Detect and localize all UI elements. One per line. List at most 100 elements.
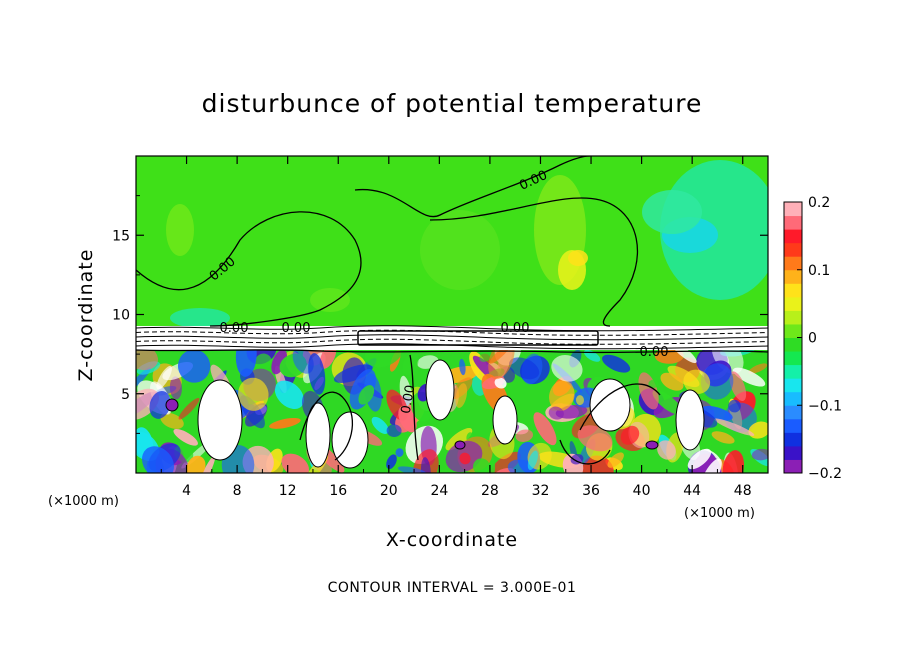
x-unit-left: (×1000 m): [48, 494, 119, 509]
turbulent-eddy: [660, 372, 684, 391]
x-tick-label: 44: [683, 483, 701, 499]
chart-title: disturbunce of potential temperature: [202, 89, 703, 118]
colorbar: 0.2 0.1 0 −0.1 −0.2: [783, 195, 842, 482]
contour-interval-note: CONTOUR INTERVAL = 3.000E-01: [328, 580, 577, 596]
turbulent-eddy: [527, 450, 538, 470]
contour-line: [136, 211, 362, 327]
field-blob: [420, 210, 500, 290]
turbulent-eddy: [196, 455, 216, 473]
colorbar-swatch: [784, 445, 802, 460]
turbulent-eddy: [729, 371, 747, 402]
band-contour: [136, 329, 768, 336]
contour-label: 0.00: [501, 321, 530, 336]
colorbar-swatch: [784, 202, 802, 217]
turbulent-eddy: [700, 363, 734, 400]
turbulent-eddy: [711, 431, 735, 444]
field-blob: [310, 288, 350, 312]
turbulent-eddy: [728, 399, 741, 413]
contour-line: [299, 391, 354, 461]
x-tick-label: 12: [279, 483, 297, 499]
contour-line: [579, 383, 661, 431]
y-tick-label: 5: [121, 387, 130, 403]
turbulent-eddy: [570, 453, 584, 465]
band-inner-box: [357, 330, 599, 346]
colorbar-tick-label: 0.2: [808, 195, 830, 211]
turbulent-eddy: [473, 458, 490, 473]
x-axis-ticks: 4 8 12 16 20 24 28 32 36 40 44 48: [160, 156, 752, 499]
turbulent-eddy: [386, 424, 402, 438]
white-eddy: [492, 395, 518, 445]
turbulent-eddy: [671, 348, 697, 364]
colorbar-swatch: [784, 364, 802, 379]
turbulent-eddy: [160, 412, 184, 429]
contour-label: 0.00: [399, 384, 419, 415]
turbulent-eddy: [687, 448, 712, 470]
turbulent-eddy: [397, 466, 427, 473]
colorbar-swatch: [784, 323, 802, 338]
x-tick-label: 4: [182, 483, 191, 499]
x-unit-right: (×1000 m): [684, 506, 755, 521]
x-tick-label: 20: [380, 483, 398, 499]
purple-eddy: [454, 440, 466, 450]
contour-line: [354, 156, 591, 218]
inversion-band: [136, 325, 768, 350]
colorbar-swatch: [784, 337, 802, 352]
turbulent-eddy: [648, 379, 659, 389]
turbulent-eddy: [136, 388, 160, 420]
turbulent-eddy: [607, 452, 624, 468]
turbulent-eddy: [577, 425, 613, 452]
colorbar-swatch: [784, 256, 802, 271]
x-tick-label: 48: [734, 483, 752, 499]
colorbar-swatch: [784, 296, 802, 311]
colorbar-swatch: [784, 229, 802, 244]
white-eddy: [305, 402, 331, 468]
turbulent-eddy: [582, 455, 614, 473]
colorbar-swatch: [784, 351, 802, 366]
colorbar-swatch: [784, 378, 802, 393]
turbulent-eddy: [358, 385, 375, 405]
colorbar-swatch: [784, 269, 802, 284]
y-axis-ticks: 5 10 15: [112, 195, 768, 434]
colorbar-swatch: [784, 405, 802, 420]
turbulent-eddy: [575, 395, 585, 406]
field-blob: [642, 190, 702, 234]
turbulent-eddy: [701, 405, 733, 421]
contour-line: [409, 354, 419, 461]
turbulent-eddy: [169, 376, 182, 400]
turbulent-eddy: [173, 428, 198, 446]
colorbar-swatch: [784, 283, 802, 298]
lower-turbulent-field: [136, 348, 768, 473]
white-eddy: [197, 379, 243, 461]
band-contour: [136, 343, 768, 350]
turbulent-eddy: [333, 364, 373, 383]
turbulent-eddy: [700, 458, 722, 473]
turbulent-eddy: [479, 348, 496, 362]
colorbar-swatch: [784, 418, 802, 433]
turbulent-eddy: [551, 354, 583, 382]
turbulent-eddy: [238, 377, 269, 411]
turbulent-eddy: [149, 390, 171, 419]
turbulent-eddy: [455, 383, 468, 408]
upper-field-blobs: [166, 160, 768, 328]
colorbar-swatch: [784, 215, 802, 230]
turbulent-eddy: [515, 429, 534, 442]
contour-line: [559, 439, 611, 465]
contour-label: 0.00: [640, 345, 669, 360]
turbulent-eddy: [421, 457, 431, 473]
y-tick-label: 15: [112, 228, 130, 244]
contour-line: [429, 197, 639, 327]
turbulent-eddy: [398, 406, 417, 433]
colorbar-swatch: [784, 391, 802, 406]
turbulent-eddy: [714, 418, 755, 436]
turbulent-eddy: [281, 453, 309, 473]
turbulent-eddy: [308, 353, 326, 395]
turbulent-eddy: [141, 446, 175, 473]
turbulent-eddy: [620, 425, 640, 445]
turbulent-eddy: [274, 380, 304, 410]
x-tick-label: 24: [430, 483, 448, 499]
turbulent-eddy: [319, 348, 337, 369]
plot-area: 0.000.000.00 0.00 0.000.000.00: [136, 156, 768, 473]
x-tick-label: 8: [233, 483, 242, 499]
contour-line: [136, 349, 768, 354]
